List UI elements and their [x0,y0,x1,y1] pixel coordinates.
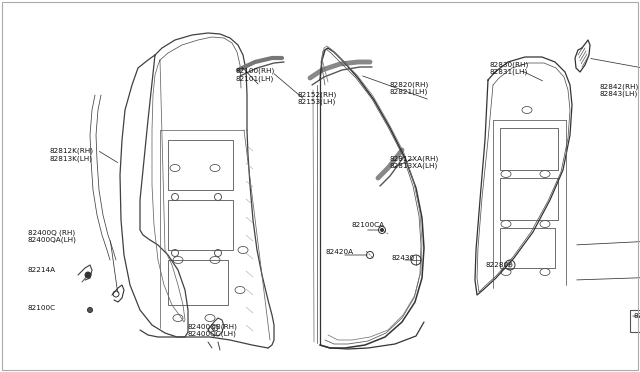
Text: 82100C: 82100C [28,305,56,311]
Text: 82100CA: 82100CA [352,222,385,228]
Text: 82280F: 82280F [486,262,513,268]
Text: 82820(RH)
82821(LH): 82820(RH) 82821(LH) [390,81,429,95]
Bar [168,260,228,305]
Text: 82812K(RH)
82813K(LH): 82812K(RH) 82813K(LH) [50,148,94,162]
Text: 82830(RH)
82831(LH): 82830(RH) 82831(LH) [490,61,529,75]
Bar [500,228,555,268]
Text: 82842(RH)
82843(LH): 82842(RH) 82843(LH) [600,83,639,97]
Text: 82812XA(RH)
82813XA(LH): 82812XA(RH) 82813XA(LH) [390,155,439,169]
Bar [168,200,233,250]
Circle shape [85,272,91,278]
Text: 82100(RH)
82101(LH): 82100(RH) 82101(LH) [236,68,275,82]
Bar [630,310,640,332]
Text: 82430: 82430 [392,255,415,261]
Circle shape [88,308,93,312]
Text: 82101H: 82101H [634,313,640,319]
Bar [500,128,558,170]
Text: 82400Q (RH)
82400QA(LH): 82400Q (RH) 82400QA(LH) [28,229,77,243]
Circle shape [381,228,383,231]
Text: 82400QB(RH)
82400QC(LH): 82400QB(RH) 82400QC(LH) [188,323,238,337]
Bar [168,140,233,190]
Text: 82420A: 82420A [326,249,354,255]
Bar [500,178,558,220]
Text: 82214A: 82214A [28,267,56,273]
Text: 82152(RH)
82153(LH): 82152(RH) 82153(LH) [298,91,337,105]
